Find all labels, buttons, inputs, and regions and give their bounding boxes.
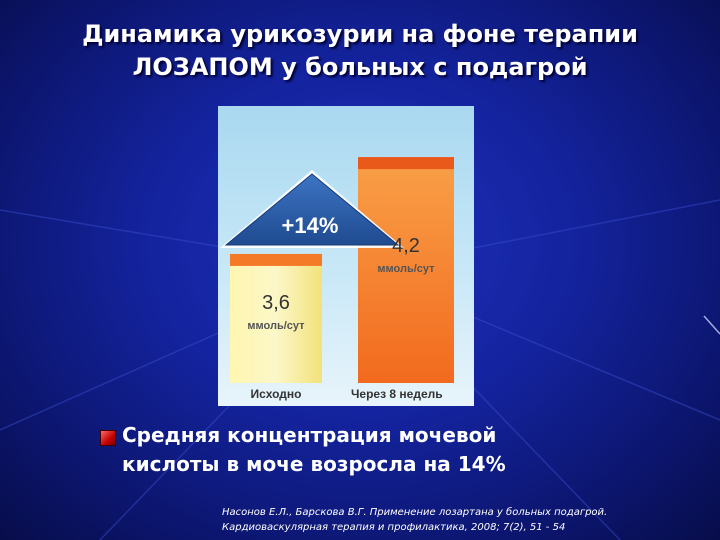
increase-annotation: +14%: [282, 213, 339, 238]
unit-label-after: ммоль/сут: [377, 263, 435, 275]
bar-after-8-weeks-cap: [358, 157, 454, 170]
reference-line-1: Насонов Е.Л., Барскова В.Г. Применение л…: [222, 507, 608, 518]
category-label-baseline: Исходно: [251, 387, 302, 401]
bar-baseline: [230, 253, 322, 383]
title-line-2: ЛОЗАПОМ у больных с подагрой: [132, 53, 588, 81]
reference-line-2: Кардиоваскулярная терапия и профилактика…: [222, 522, 566, 533]
increase-arrow-fill: [224, 173, 400, 246]
reference-citation: Насонов Е.Л., Барскова В.Г. Применение л…: [222, 505, 692, 535]
value-label-after: 4,2: [392, 235, 420, 257]
bullet-icon: [100, 430, 116, 446]
chart-panel: +14% 3,6 ммоль/сут 4,2 ммоль/сут Исходно…: [218, 106, 474, 406]
bullet-line-1: Средняя концентрация мочевой: [122, 423, 497, 447]
value-label-baseline: 3,6: [262, 292, 290, 314]
unit-label-baseline: ммоль/сут: [247, 320, 305, 332]
bullet-text: Средняя концентрация мочевой кислоты в м…: [122, 421, 562, 479]
slide-title: Динамика урикозурии на фоне терапии ЛОЗА…: [0, 18, 720, 84]
bar-after-8-weeks: [358, 157, 454, 383]
bullet-line-2: кислоты в моче возросла на 14%: [122, 452, 506, 476]
bar-baseline-cap: [230, 253, 322, 266]
bar-chart: +14% 3,6 ммоль/сут 4,2 ммоль/сут Исходно…: [220, 157, 454, 401]
category-label-after: Через 8 недель: [351, 387, 443, 401]
title-line-1: Динамика урикозурии на фоне терапии: [82, 20, 638, 48]
